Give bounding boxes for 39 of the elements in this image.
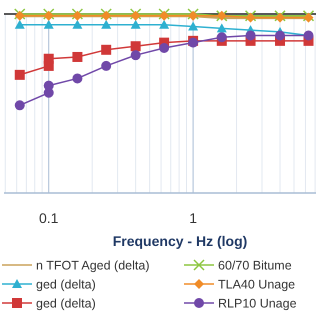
- point: [14, 100, 25, 110]
- legend-label: RLP10 Unage: [218, 296, 297, 310]
- point: [14, 8, 26, 20]
- point: [130, 10, 141, 21]
- point: [130, 8, 142, 20]
- point: [14, 20, 25, 29]
- point: [72, 10, 82, 21]
- point: [159, 20, 170, 29]
- point: [130, 20, 141, 29]
- point: [101, 10, 112, 21]
- point: [275, 12, 286, 23]
- point: [274, 10, 286, 22]
- legend-label: n TFOT Aged (delta): [36, 258, 150, 272]
- point: [42, 8, 54, 20]
- point: [304, 12, 314, 23]
- point: [72, 20, 82, 29]
- point: [14, 10, 25, 21]
- point: [244, 10, 256, 22]
- point: [187, 8, 199, 20]
- point: [188, 22, 198, 31]
- point: [14, 70, 25, 80]
- legend-label: ged (delta): [36, 296, 96, 310]
- point: [100, 8, 112, 20]
- point: [159, 10, 170, 21]
- legend-label: TLA40 Unage: [218, 278, 296, 292]
- point: [72, 8, 84, 20]
- point: [158, 8, 170, 20]
- legend-label: 60/70 Bitume: [218, 258, 292, 272]
- point: [44, 20, 54, 29]
- x-tick-label: 0.1: [38, 210, 59, 226]
- point: [101, 20, 112, 29]
- legend-label: ged (delta): [36, 278, 96, 292]
- point: [188, 10, 198, 21]
- x-tick-label: 1: [189, 210, 198, 226]
- point: [216, 23, 227, 32]
- point: [44, 10, 54, 21]
- x-axis-title: Frequency - Hz (log): [112, 233, 248, 249]
- point: [302, 10, 314, 22]
- point: [246, 12, 256, 23]
